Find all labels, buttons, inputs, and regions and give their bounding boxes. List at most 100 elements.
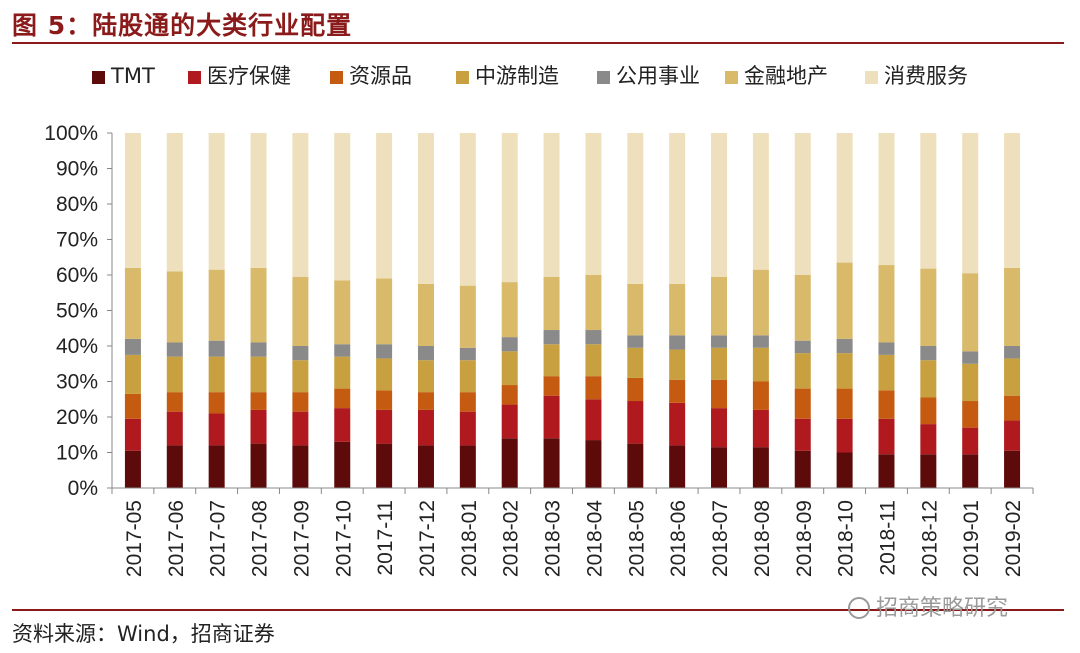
bar-segment <box>669 445 686 488</box>
bar-segment <box>166 133 183 272</box>
bar-segment <box>962 454 979 488</box>
y-axis: 0% 10% 20% 30% 40% 50% 60% 70% 80% 90% 100% <box>44 122 113 500</box>
bar-segment <box>501 438 518 488</box>
bar-segment <box>292 276 309 346</box>
bar-segment <box>585 440 602 488</box>
bar-segment <box>669 379 686 403</box>
bar-segment <box>1004 267 1021 346</box>
bar-segment <box>543 438 560 488</box>
y-tick-label: 70% <box>56 229 98 252</box>
x-tick-label: 2018-03 <box>542 500 565 577</box>
bar-segment <box>166 445 183 488</box>
bar-segment <box>250 267 267 343</box>
bar-stack <box>208 133 225 488</box>
bar-segment <box>208 356 225 393</box>
bar-segment <box>669 133 686 284</box>
bar-segment <box>962 273 979 352</box>
x-tick-label: 2017-05 <box>123 500 146 577</box>
bar-segment <box>669 283 686 336</box>
bar-segment <box>376 344 393 359</box>
x-tick-label: 2018-04 <box>583 500 606 577</box>
bar-segment <box>166 411 183 446</box>
bar-segment <box>124 418 141 451</box>
bar-segment <box>208 269 225 341</box>
bar-segment <box>752 347 769 382</box>
bar-segment <box>1004 133 1021 268</box>
y-tick-label: 20% <box>56 406 98 429</box>
bar-stack <box>166 133 183 488</box>
bar-segment <box>711 133 728 277</box>
bar-segment <box>1004 395 1021 421</box>
bar-segment <box>459 133 476 286</box>
footer-rule <box>12 609 1064 611</box>
bar-stack <box>669 133 686 488</box>
legend-swatch <box>188 71 201 84</box>
x-tick-label: 2018-02 <box>500 500 523 577</box>
legend-item: 医疗保健 <box>188 64 291 88</box>
x-tick-label: 2018-05 <box>625 500 648 577</box>
bar-segment <box>585 399 602 441</box>
bar-segment <box>627 335 644 348</box>
bar-segment <box>376 358 393 391</box>
x-tick-label: 2018-10 <box>835 500 858 577</box>
bar-segment <box>417 409 434 446</box>
bar-stack <box>1004 133 1021 488</box>
x-tick-label: 2017-08 <box>249 500 272 577</box>
bar-segment <box>292 346 309 361</box>
bar-segment <box>166 271 183 343</box>
bar-segment <box>417 392 434 410</box>
bar-segment <box>417 360 434 393</box>
bars-group <box>124 133 1021 488</box>
watermark-text: 招商策略研究 <box>876 596 1009 621</box>
bar-segment <box>836 353 853 389</box>
bar-segment <box>585 344 602 377</box>
bar-segment <box>166 356 183 393</box>
bar-segment <box>250 356 267 393</box>
bar-segment <box>459 360 476 393</box>
legend-label: 资源品 <box>349 64 412 88</box>
bar-segment <box>836 452 853 488</box>
bar-stack <box>292 133 309 488</box>
bar-segment <box>836 388 853 419</box>
bar-segment <box>208 392 225 414</box>
bar-segment <box>878 354 895 391</box>
bar-segment <box>920 454 937 488</box>
bar-segment <box>334 408 351 442</box>
bar-segment <box>585 330 602 345</box>
bar-segment <box>836 262 853 339</box>
bar-segment <box>376 133 393 279</box>
figure-title: 图 5：陆股通的大类行业配置 <box>12 11 353 40</box>
x-tick-label: 2018-01 <box>458 500 481 577</box>
legend-item: 金融地产 <box>725 64 828 88</box>
bar-segment <box>292 445 309 488</box>
x-tick-label: 2019-02 <box>1002 500 1025 577</box>
x-tick-label: 2017-11 <box>374 500 397 576</box>
bar-segment <box>124 267 141 339</box>
bar-segment <box>292 392 309 412</box>
bar-segment <box>669 402 686 446</box>
bar-segment <box>124 393 141 419</box>
bar-segment <box>669 335 686 350</box>
bar-segment <box>920 268 937 346</box>
source-note: 资料来源：Wind，招商证券 <box>12 622 275 646</box>
bar-segment <box>501 385 518 405</box>
bar-segment <box>711 335 728 348</box>
bar-segment <box>752 447 769 488</box>
bar-segment <box>794 353 811 389</box>
y-tick-label: 60% <box>56 264 98 287</box>
bar-segment <box>334 344 351 357</box>
bar-segment <box>962 401 979 428</box>
legend-swatch <box>330 71 343 84</box>
bar-segment <box>292 411 309 446</box>
bar-segment <box>208 445 225 488</box>
x-tick-label: 2018-08 <box>751 500 774 577</box>
bar-segment <box>878 342 895 355</box>
bar-segment <box>878 265 895 343</box>
y-tick-label: 0% <box>68 477 98 500</box>
bar-segment <box>543 376 560 396</box>
bar-segment <box>752 381 769 410</box>
bar-segment <box>794 388 811 419</box>
bar-segment <box>459 445 476 488</box>
bar-segment <box>836 418 853 453</box>
